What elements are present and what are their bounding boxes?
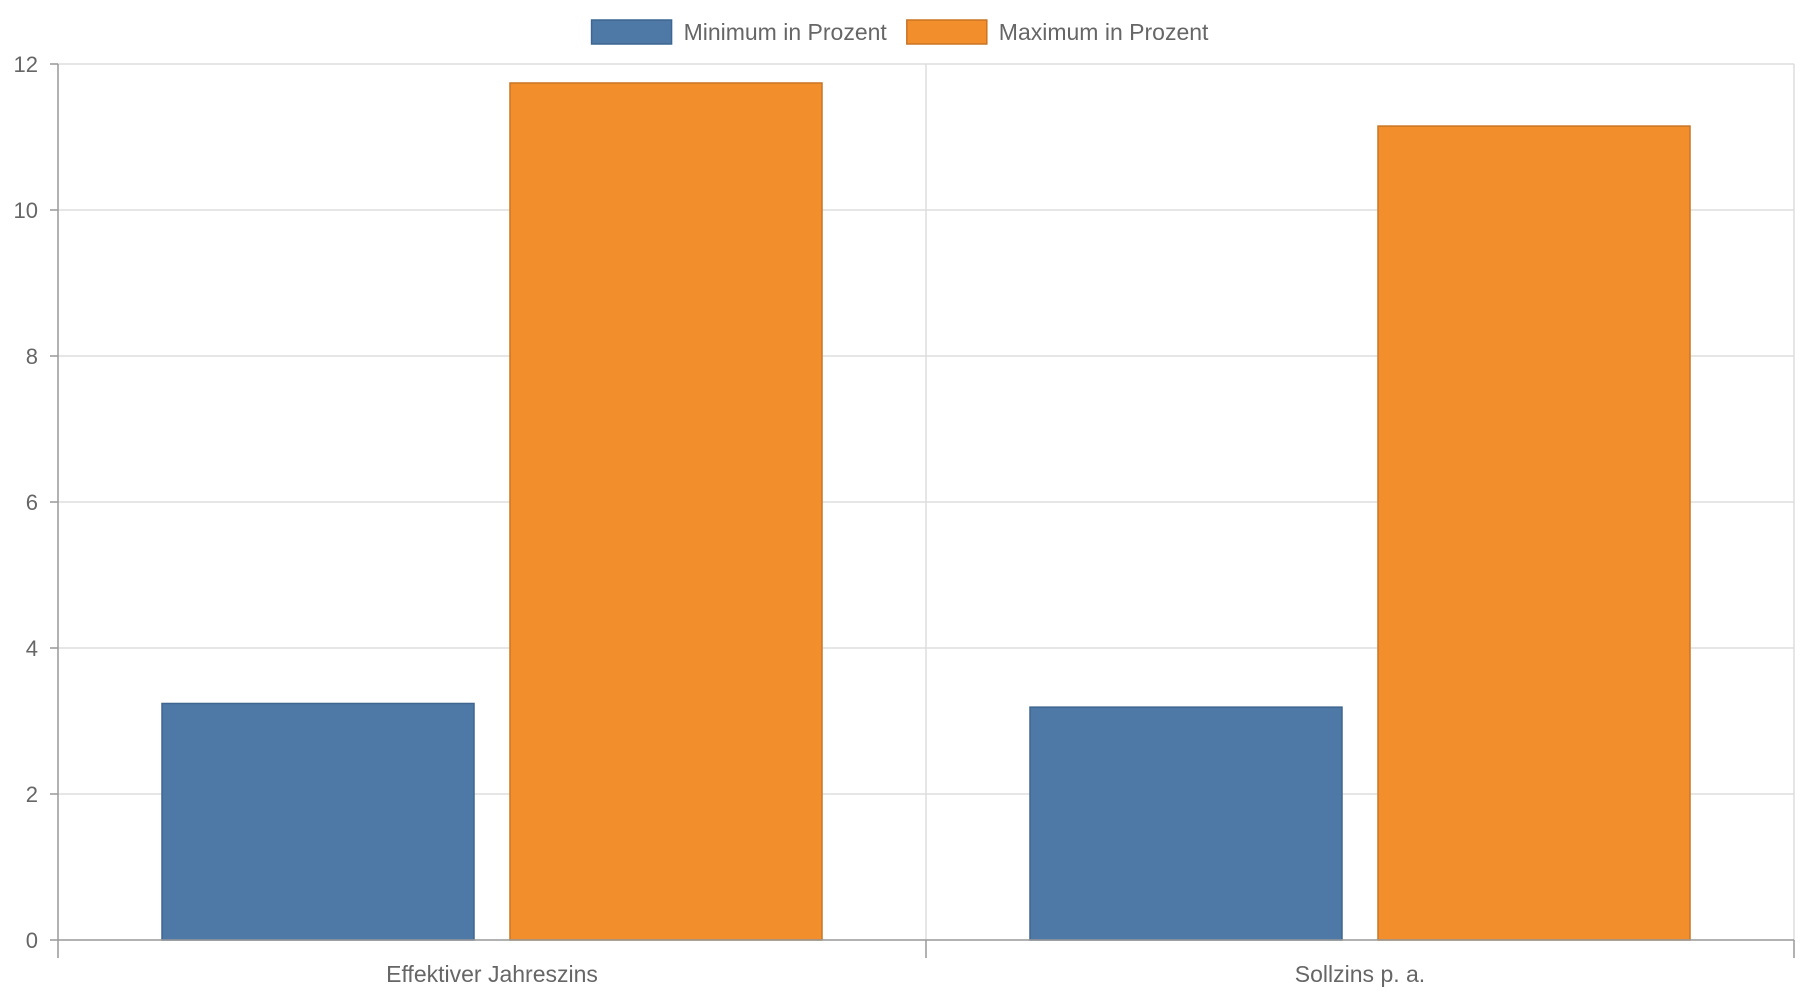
- y-tick-label: 2: [26, 782, 38, 807]
- legend-swatch-maximum: [906, 19, 988, 45]
- legend-label: Minimum in Prozent: [684, 19, 888, 45]
- bar-minimum-1: [1029, 706, 1343, 941]
- axes: 0 2 4 6 8 10 12 Effektiver Jahreszins Sollzins p…: [14, 52, 1795, 987]
- legend-label: Maximum in Prozent: [999, 19, 1209, 45]
- bar-minimum-0: [161, 702, 475, 941]
- bar-maximum-0: [509, 82, 823, 941]
- y-tick-label: 10: [14, 198, 38, 223]
- x-tick-label: Effektiver Jahreszins: [386, 961, 598, 987]
- x-tick-label: Sollzins p. a.: [1295, 961, 1425, 987]
- bar-maximum-1: [1377, 125, 1691, 941]
- y-tick-label: 0: [26, 928, 38, 953]
- y-tick-label: 8: [26, 344, 38, 369]
- y-tick-label: 12: [14, 52, 38, 77]
- legend: Minimum in Prozent Maximum in Prozent: [590, 19, 1209, 45]
- y-tick-label: 6: [26, 490, 38, 515]
- legend-swatch-minimum: [590, 19, 673, 45]
- bars: [161, 82, 1691, 941]
- y-tick-label: 4: [26, 636, 38, 661]
